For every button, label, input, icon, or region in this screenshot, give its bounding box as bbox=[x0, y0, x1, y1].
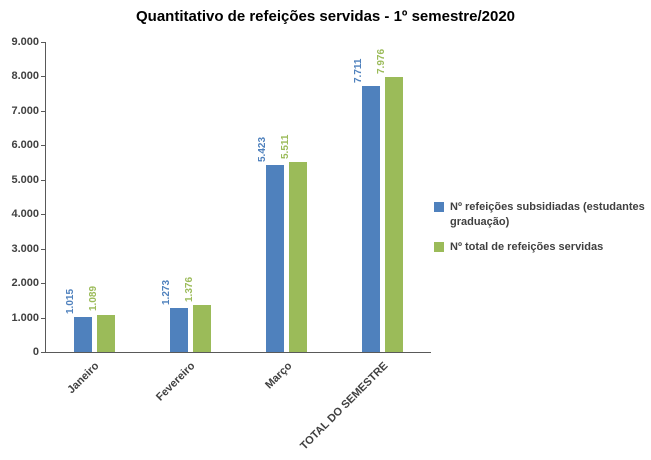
y-axis-tick-label: 3.000 bbox=[11, 242, 39, 255]
plot-area: 1.015 1.089 1.273 1.376 5.423 5.511 7.711 7.976 bbox=[45, 42, 431, 353]
legend-swatch bbox=[434, 202, 444, 212]
bar-series1-cat4 bbox=[362, 86, 381, 352]
y-axis-tick bbox=[41, 145, 45, 147]
y-axis-tick-label: 2.000 bbox=[11, 277, 39, 290]
bar-series2-cat2 bbox=[192, 304, 211, 352]
bar-series2-cat3 bbox=[289, 162, 308, 352]
bar-data-label: 1.089 bbox=[87, 286, 99, 312]
y-axis-tick-label: 7.000 bbox=[11, 104, 39, 117]
y-axis-tick-label: 1.000 bbox=[11, 311, 39, 324]
bar-data-label: 1.273 bbox=[160, 280, 172, 306]
legend-item: Nº total de refeições servidas bbox=[434, 240, 648, 255]
y-axis-tick bbox=[41, 352, 45, 353]
y-axis-tick bbox=[41, 42, 45, 43]
y-axis-tick bbox=[41, 248, 45, 250]
y-axis-tick-label: 9.000 bbox=[11, 36, 39, 48]
y-axis-tick-label: 5.000 bbox=[11, 173, 39, 186]
bar-data-label: 5.511 bbox=[280, 134, 292, 160]
bar-series2-cat1 bbox=[96, 314, 115, 352]
bar-data-label: 1.015 bbox=[64, 289, 76, 315]
bar-series2-cat4 bbox=[385, 77, 404, 352]
bar-series1-cat2 bbox=[169, 308, 188, 352]
x-axis-category-label: Fevereiro bbox=[154, 360, 198, 404]
bar-data-label: 7.711 bbox=[353, 58, 365, 84]
bar-series1-cat3 bbox=[266, 165, 285, 352]
legend-label: Nº refeições subsidiadas (estudantes gra… bbox=[450, 201, 645, 228]
x-axis-category-label: Março bbox=[262, 360, 295, 392]
y-axis-tick bbox=[41, 110, 45, 112]
bar-series1-cat1 bbox=[73, 317, 92, 352]
y-axis-tick bbox=[41, 317, 45, 319]
y-axis-tick-label: 6.000 bbox=[11, 139, 39, 152]
legend-item: Nº refeições subsidiadas (estudantes gra… bbox=[434, 200, 648, 230]
legend-swatch bbox=[434, 242, 444, 252]
y-axis-tick bbox=[41, 214, 45, 216]
bar-data-label: 5.423 bbox=[257, 137, 269, 163]
legend: Nº refeições subsidiadas (estudantes gra… bbox=[434, 200, 648, 265]
y-axis-tick bbox=[41, 76, 45, 78]
y-axis-tick-label: 4.000 bbox=[11, 208, 39, 221]
y-axis-tick bbox=[41, 179, 45, 181]
y-axis-tick bbox=[41, 283, 45, 285]
bar-data-label: 7.976 bbox=[376, 49, 388, 75]
bar-data-label: 1.376 bbox=[183, 276, 195, 302]
legend-label: Nº total de refeições servidas bbox=[450, 241, 604, 253]
y-axis-tick-label: 0 bbox=[32, 346, 39, 358]
x-axis-category-label: TOTAL DO SEMESTRE bbox=[298, 360, 391, 453]
x-axis-category-label: Janeiro bbox=[65, 360, 102, 397]
chart-title: Quantitativo de refeições servidas - 1º … bbox=[136, 8, 515, 25]
y-axis-tick-label: 8.000 bbox=[11, 70, 39, 83]
